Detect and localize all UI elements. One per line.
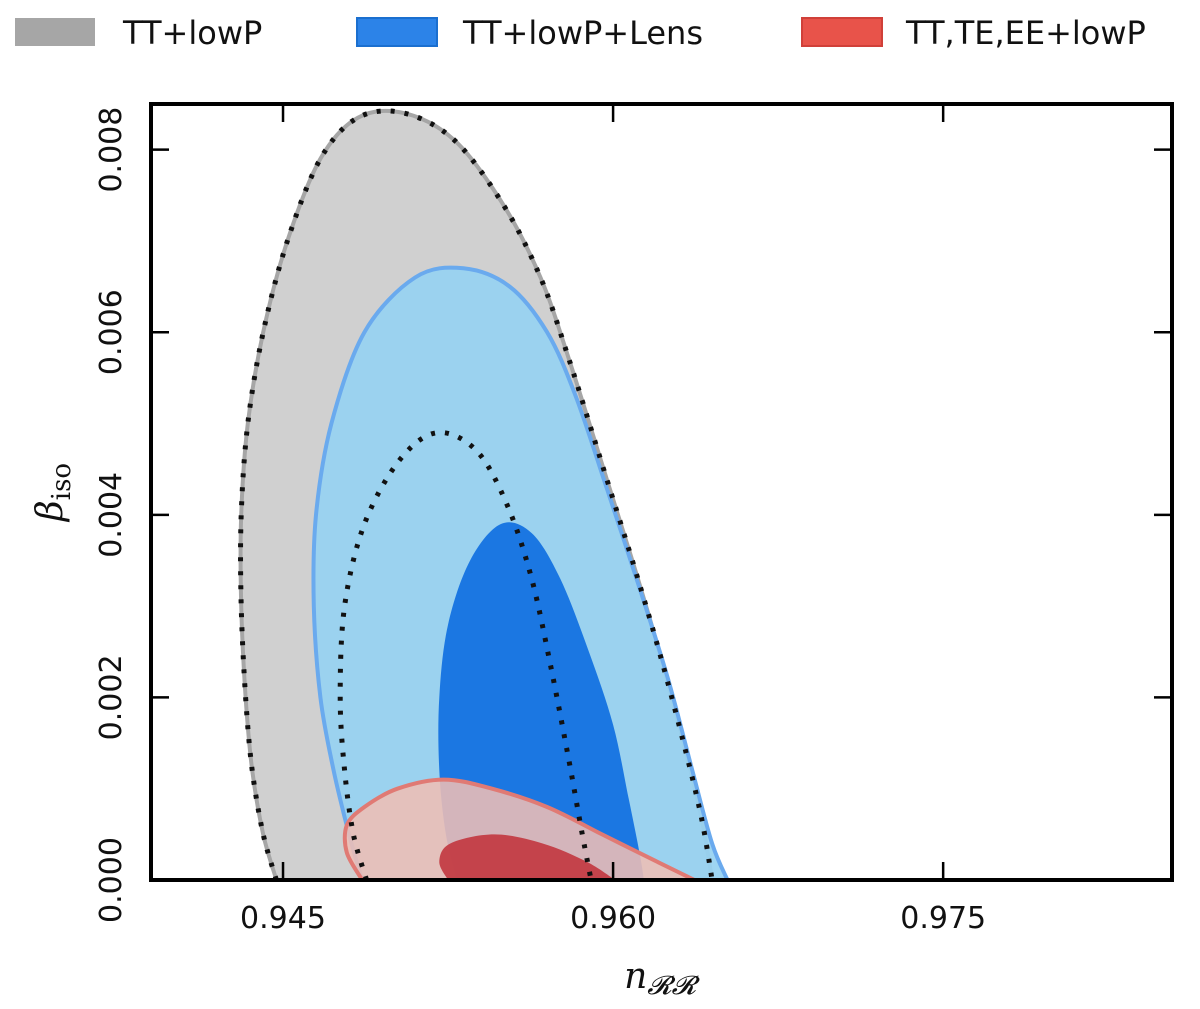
legend-label-tt-lowp-lens: TT+lowP+Lens (462, 14, 703, 52)
y-tick-label: 0.008 (94, 107, 129, 193)
y-tick-label: 0.000 (94, 837, 129, 923)
legend-label-tt-te-ee-lowp: TT,TE,EE+lowP (905, 14, 1146, 52)
x-tick-label: 0.975 (900, 901, 986, 936)
legend-swatch-tt-lowp-lens (356, 17, 438, 47)
y-axis-label: βiso (30, 463, 77, 523)
y-axis-label-sub: iso (47, 463, 77, 500)
x-tick-labels: 0.945 0.960 0.975 (240, 901, 986, 936)
contour-tt-lowp-95-dotted (238, 108, 715, 880)
y-tick-label: 0.002 (94, 654, 129, 740)
legend-swatch-tt-lowp (15, 18, 95, 46)
contour-tt-te-ee-lowp-68 (439, 834, 616, 880)
y-axis-label-main: β (30, 500, 71, 523)
legend-swatch-tt-te-ee-lowp (801, 17, 883, 47)
legend-label-tt-lowp: TT+lowP (122, 14, 262, 52)
y-tick-label: 0.004 (94, 472, 129, 558)
plot-frame (149, 102, 1174, 882)
x-tick-label: 0.945 (240, 901, 326, 936)
contour-tt-te-ee-lowp-95 (342, 777, 696, 880)
y-tick-label: 0.006 (94, 289, 129, 375)
legend: TT+lowP TT+lowP+Lens TT,TE,EE+lowP (15, 14, 1146, 52)
x-axis-label-sub: 𝓡𝓡 (647, 971, 700, 1001)
plot-area (238, 108, 730, 880)
x-axis-label-main: n (624, 956, 647, 997)
x-axis-label: n𝓡𝓡 (624, 956, 700, 1001)
y-tick-labels: 0.000 0.002 0.004 0.006 0.008 (94, 107, 129, 923)
axis-ticks (151, 104, 1172, 882)
x-tick-label: 0.960 (570, 901, 656, 936)
